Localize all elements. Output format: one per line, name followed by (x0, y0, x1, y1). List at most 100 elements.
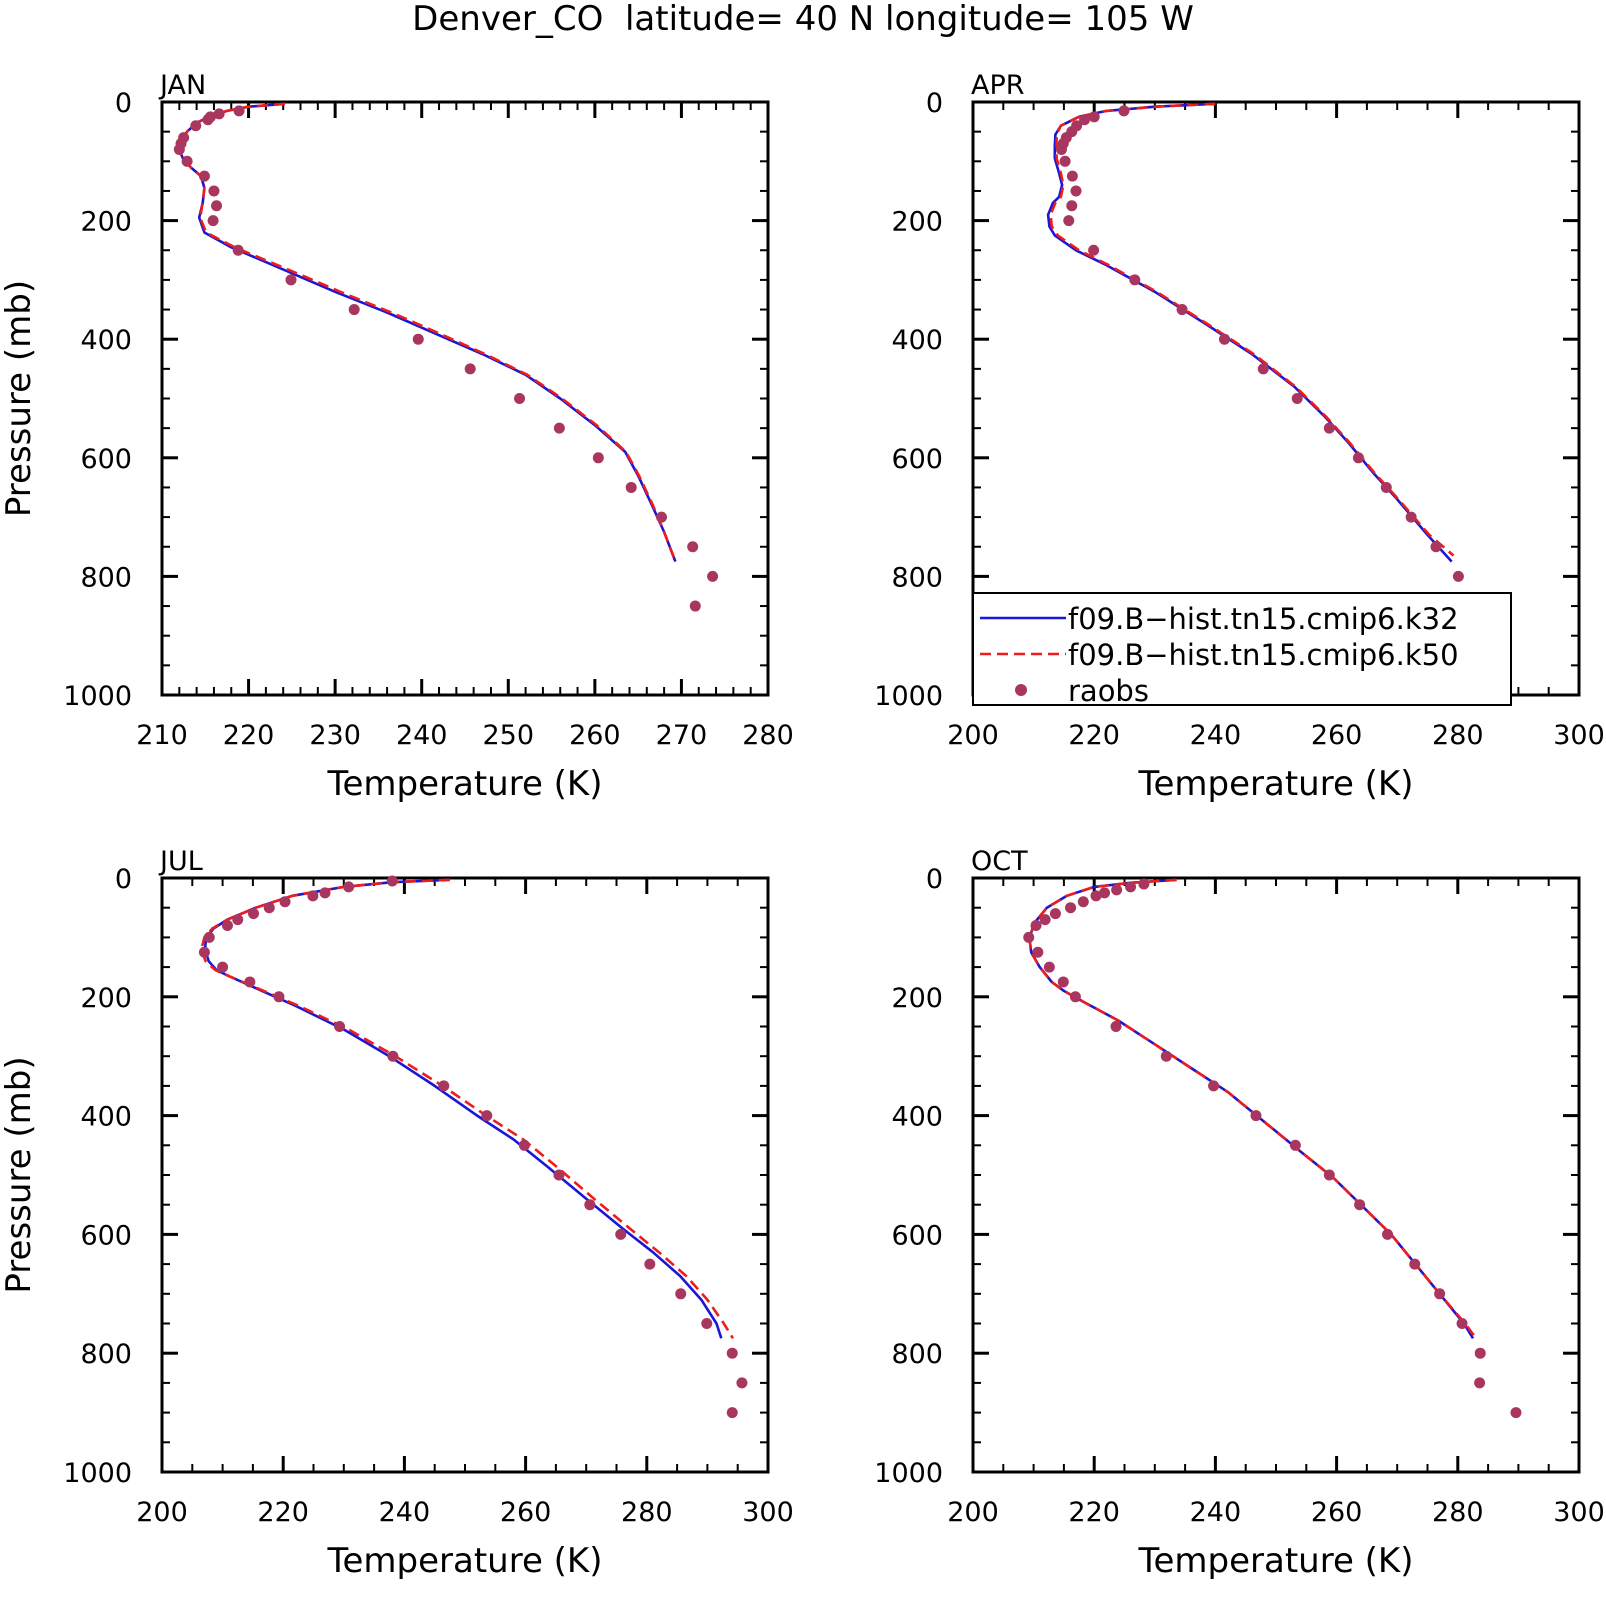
raobs-marker (1409, 1258, 1421, 1270)
raobs-marker (319, 887, 331, 899)
raobs-marker (285, 274, 297, 286)
raobs-marker (1208, 1080, 1220, 1092)
y-tick-label: 600 (891, 444, 943, 475)
raobs-marker (244, 976, 256, 988)
x-tick-label: 280 (1432, 720, 1484, 751)
k50-line (178, 102, 677, 563)
panel-label: APR (971, 70, 1025, 101)
raobs-marker (1291, 393, 1303, 404)
raobs-marker (726, 1407, 738, 1419)
raobs-marker (1088, 244, 1100, 256)
x-tick-label: 280 (621, 1497, 673, 1528)
raobs-marker (232, 244, 244, 256)
y-tick-label: 0 (926, 88, 943, 119)
raobs-marker (553, 1169, 565, 1181)
raobs-marker (514, 393, 526, 404)
x-tick-label: 220 (223, 720, 275, 751)
x-tick-label: 260 (500, 1497, 552, 1528)
plot-frame (160, 100, 770, 697)
raobs-marker (701, 1318, 713, 1329)
y-tick-label: 1000 (63, 1458, 132, 1489)
raobs-marker (1323, 422, 1335, 434)
raobs-marker (1430, 541, 1442, 553)
y-tick-label: 800 (891, 562, 943, 593)
raobs-marker (1030, 920, 1042, 932)
k50-line (1028, 878, 1478, 1340)
y-tick-label: 600 (891, 1220, 943, 1251)
panel-label: JUL (158, 846, 203, 877)
raobs-marker (592, 452, 604, 464)
raobs-marker (584, 1199, 596, 1211)
raobs-marker (1218, 333, 1230, 345)
y-tick-label: 1000 (874, 681, 943, 712)
y-tick-label: 200 (891, 207, 943, 238)
raobs-marker (1088, 111, 1100, 123)
raobs-marker (1039, 914, 1051, 926)
raobs-marker (1289, 1139, 1301, 1151)
raobs-marker (202, 114, 214, 126)
raobs-marker (221, 920, 233, 932)
raobs-marker (1354, 1199, 1366, 1211)
raobs-marker (1057, 976, 1069, 988)
raobs-marker (1065, 902, 1077, 914)
raobs-marker (1110, 1021, 1122, 1032)
raobs-marker (412, 333, 424, 345)
raobs-marker (181, 155, 193, 167)
x-tick-label: 300 (742, 1497, 794, 1528)
legend: f09.B−hist.tn15.cmip6.k32f09.B−hist.tn15… (972, 592, 1512, 708)
raobs-marker (198, 170, 210, 182)
legend-label: f09.B−hist.tn15.cmip6.k50 (1068, 638, 1459, 672)
x-tick-label: 300 (1553, 720, 1605, 751)
raobs-marker (173, 143, 185, 155)
raobs-marker (1111, 884, 1123, 896)
raobs-marker (208, 185, 220, 197)
x-tick-label: 280 (1432, 1497, 1484, 1528)
x-tick-label: 240 (379, 1497, 431, 1528)
raobs-marker (279, 896, 291, 908)
panel-oct: 200 220 240 260 280 300 0 200 400 600 800 1000 OCT Te… (874, 846, 1604, 1581)
y-tick-label: 400 (891, 1102, 943, 1133)
raobs-marker (1474, 1377, 1486, 1389)
raobs-marker (1070, 185, 1082, 197)
raobs-marker (1257, 363, 1269, 375)
raobs-marker (213, 108, 225, 120)
raobs-marker (273, 991, 285, 1003)
raobs-marker (1250, 1110, 1262, 1122)
x-tick-label: 220 (257, 1497, 309, 1528)
x-tick-label: 240 (1190, 1497, 1242, 1528)
raobs-marker (689, 600, 701, 612)
panel-jan: 210 220 230 240 250 260 270 280 0 200 400 600 800 100… (0, 70, 794, 804)
raobs-marker (387, 1050, 399, 1062)
raobs-marker (248, 908, 260, 920)
raobs-marker (675, 1288, 687, 1300)
x-tick-label: 230 (309, 720, 361, 751)
y-tick-label: 800 (891, 1339, 943, 1370)
raobs-marker (1176, 304, 1188, 316)
raobs-marker (1405, 511, 1417, 523)
raobs-marker (334, 1021, 346, 1032)
raobs-marker (348, 304, 360, 316)
raobs-marker (464, 363, 476, 375)
raobs-marker (1138, 878, 1150, 890)
raobs-marker (736, 1377, 748, 1389)
raobs-marker (1077, 896, 1089, 908)
k50-line (1049, 102, 1455, 557)
x-tick-label: 240 (1190, 720, 1242, 751)
raobs-marker (1023, 931, 1035, 943)
raobs-marker (1452, 570, 1464, 582)
raobs-marker (1069, 991, 1081, 1003)
raobs-marker (211, 200, 223, 212)
raobs-marker (1059, 155, 1071, 167)
raobs-marker (263, 902, 275, 914)
raobs-marker (343, 881, 355, 893)
raobs-marker (1380, 481, 1392, 493)
y-tick-label: 1000 (63, 681, 132, 712)
raobs-marker (1474, 1347, 1486, 1359)
plot-frame (160, 876, 770, 1474)
raobs-marker (207, 215, 219, 227)
raobs-marker (307, 890, 319, 902)
x-axis-title: Temperature (K) (1137, 1541, 1413, 1581)
raobs-marker (1079, 114, 1091, 126)
raobs-marker (707, 570, 719, 582)
raobs-marker (1066, 170, 1078, 182)
